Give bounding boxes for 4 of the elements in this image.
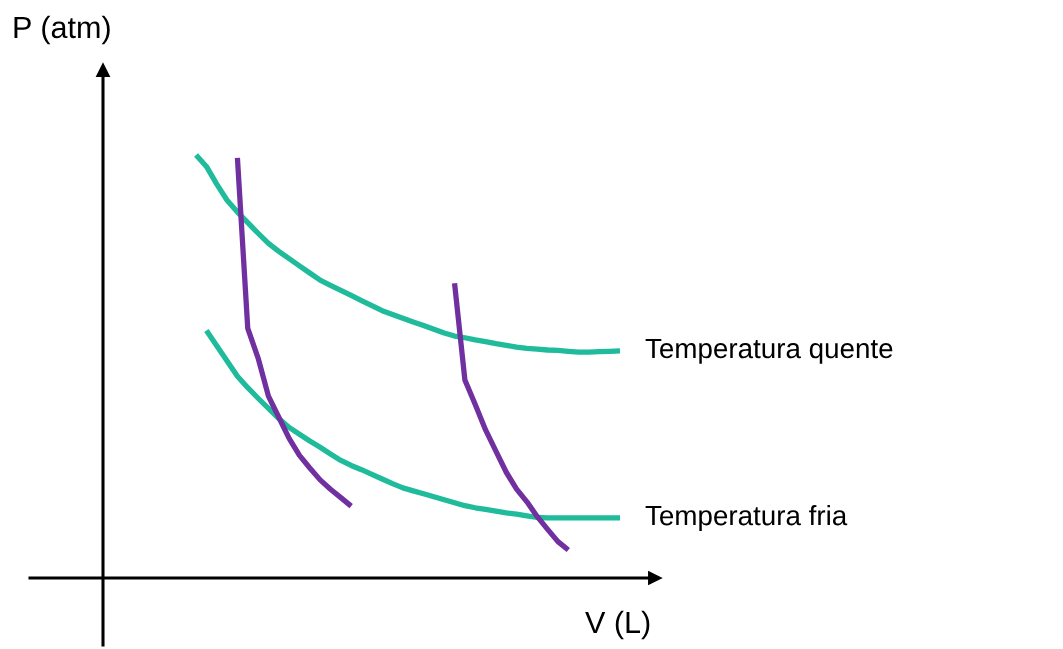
series-label: Temperatura fria bbox=[645, 504, 848, 531]
series-label: Temperatura quente bbox=[645, 338, 893, 364]
y-axis-title: P (atm) bbox=[14, 15, 110, 45]
x-axis-title: V (L) bbox=[585, 610, 650, 640]
